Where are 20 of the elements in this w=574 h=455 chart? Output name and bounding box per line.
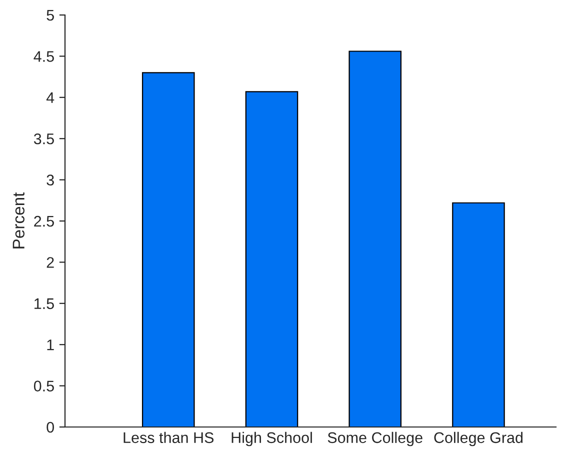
y-tick-label: 3.5 (34, 133, 54, 144)
y-tick-label: 1.5 (34, 298, 54, 310)
x-tick-label: Less than HS (124, 432, 214, 444)
y-tick-label: 0.5 (34, 380, 54, 392)
bar (142, 72, 195, 427)
y-tick-label: 0 (46, 422, 54, 433)
bar (245, 91, 298, 427)
x-tick-label: Some College (328, 432, 422, 446)
y-axis-title: Percent (12, 192, 24, 248)
y-tick-label: 1 (47, 340, 54, 350)
bar (348, 50, 402, 427)
y-tick-label: 3 (46, 174, 54, 186)
y-tick-label: 2 (46, 257, 54, 268)
y-tick-label: 4 (46, 92, 54, 103)
y-tick-label: 4.5 (34, 51, 54, 62)
y-tick-label: 2.5 (34, 216, 54, 227)
y-tick-label: 5 (46, 10, 54, 21)
bar (452, 202, 505, 427)
x-tick-label: High School (232, 432, 312, 446)
x-tick-label: College Grad (434, 432, 522, 446)
